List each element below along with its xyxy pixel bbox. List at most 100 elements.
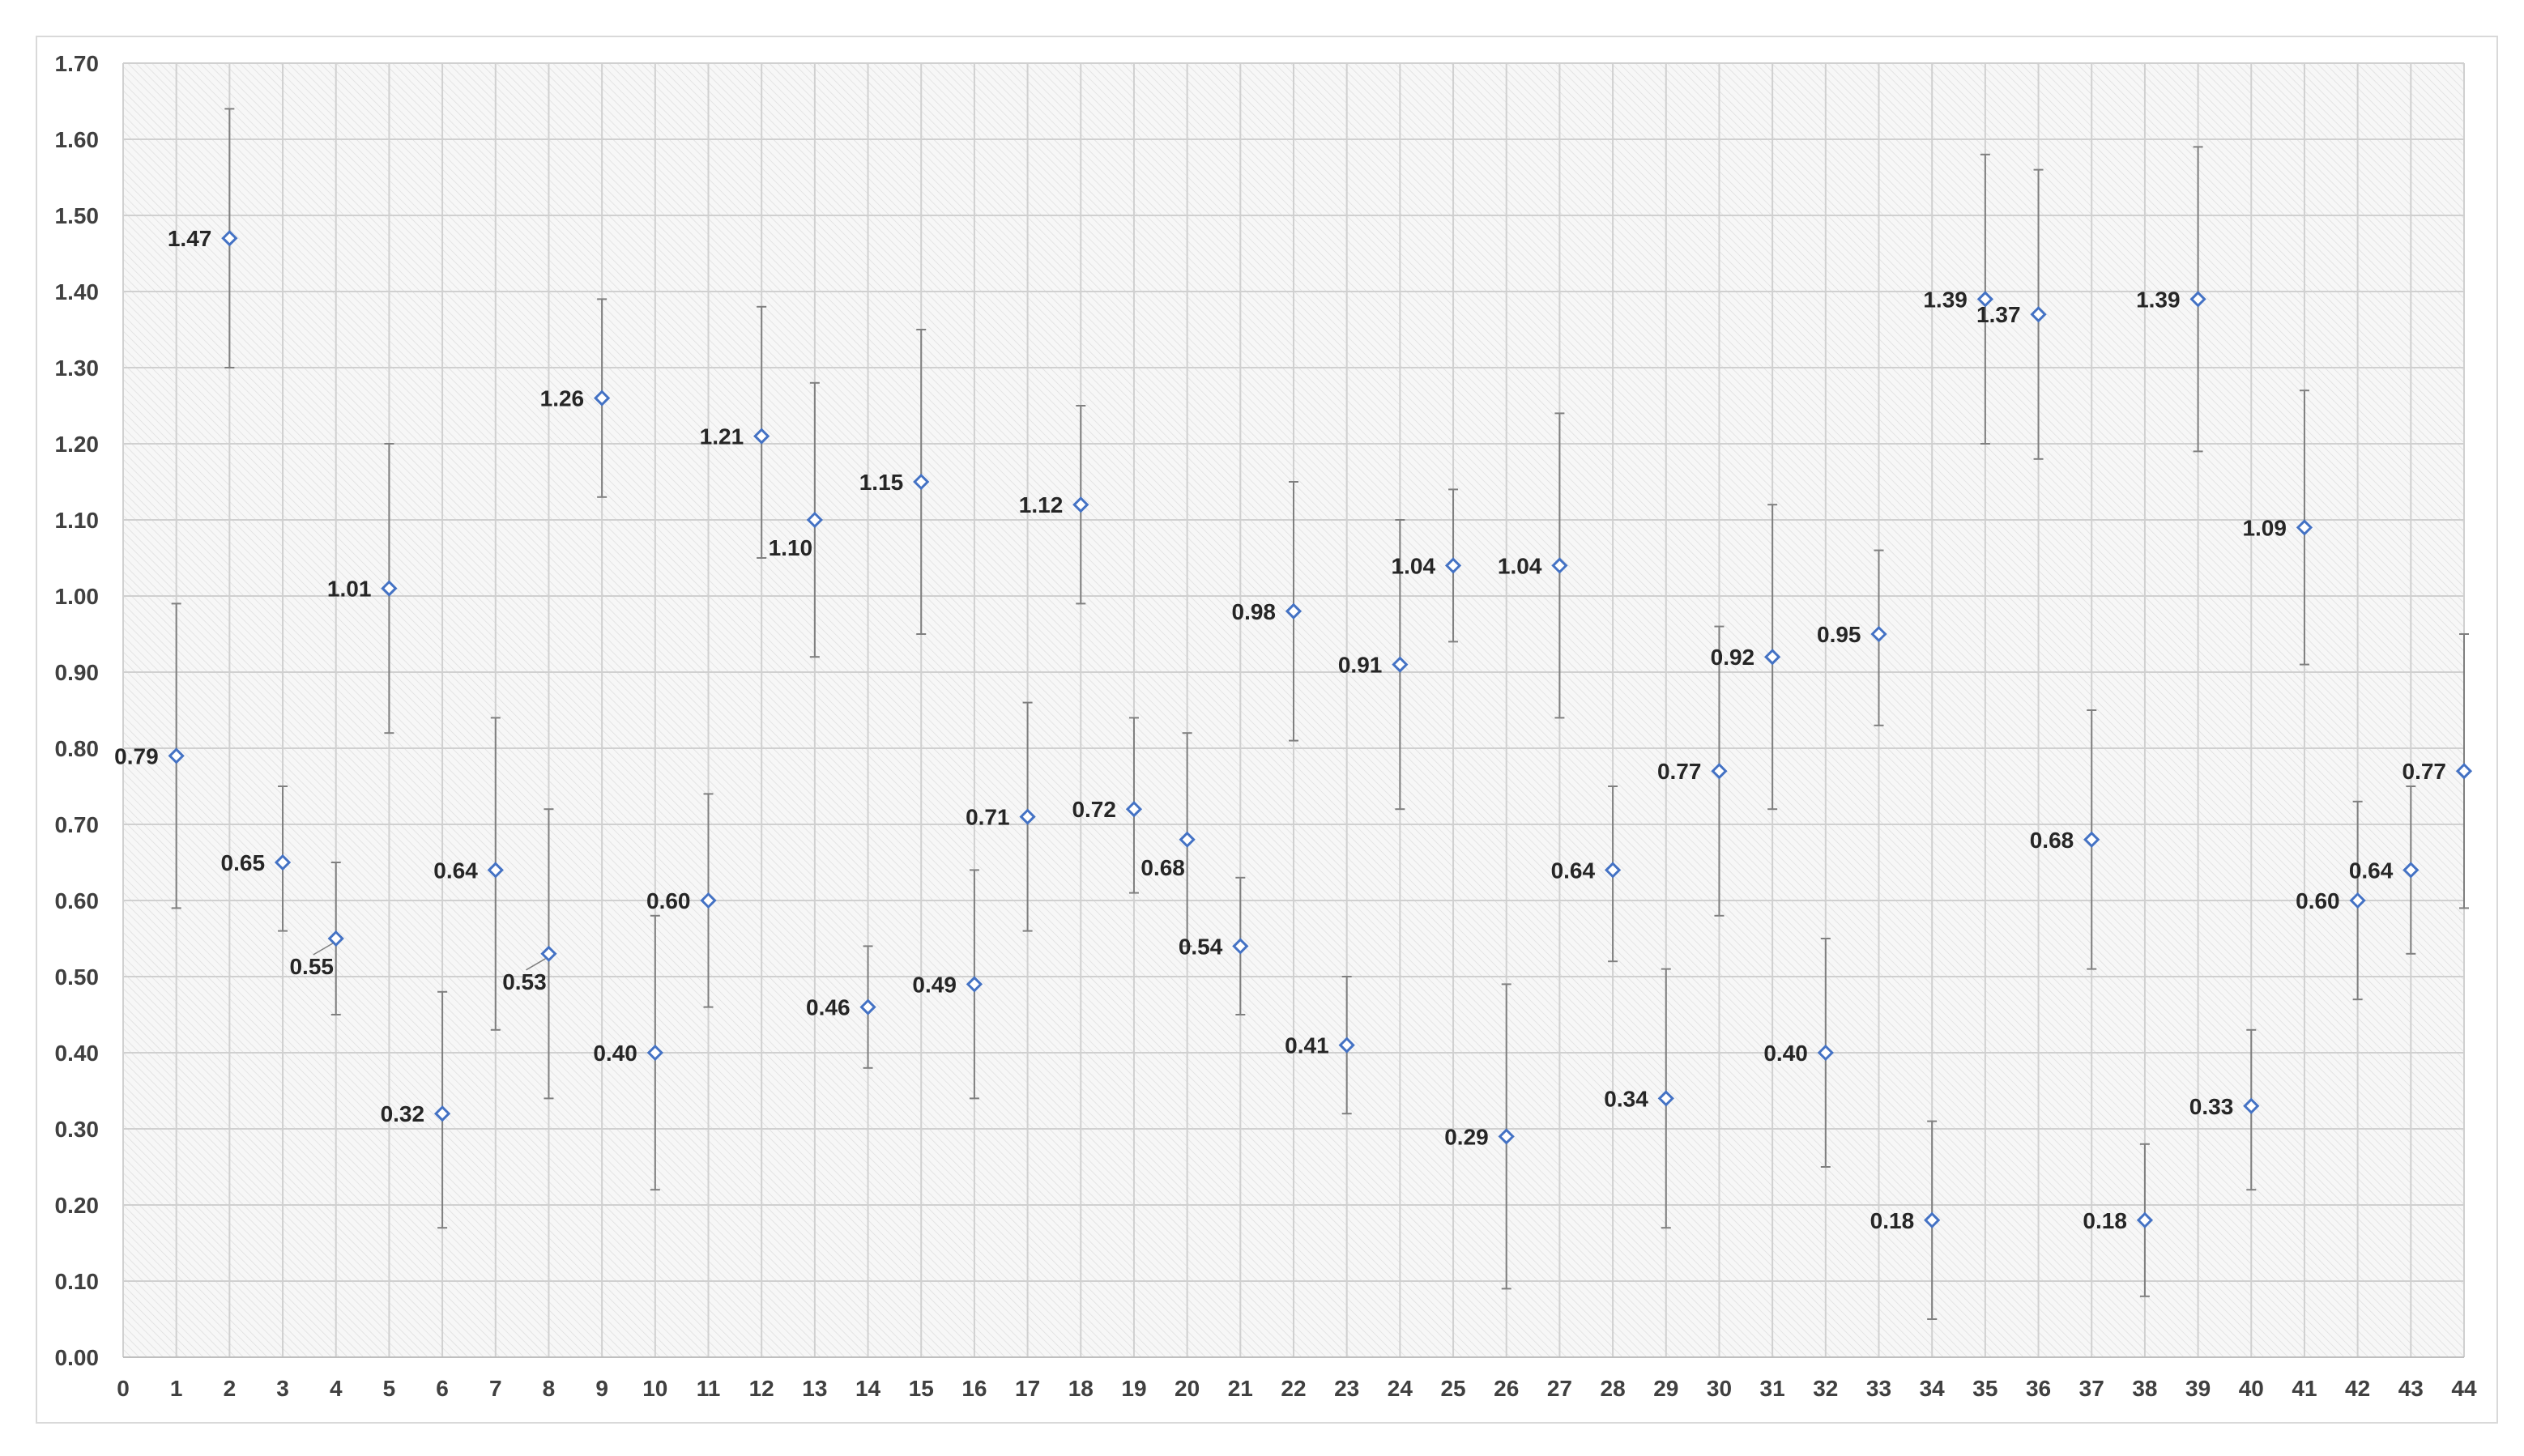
- data-label: 0.18: [2083, 1208, 2127, 1233]
- data-point: [2083, 831, 2100, 848]
- label-leader-line: [313, 943, 334, 956]
- data-label: 0.29: [1444, 1124, 1489, 1149]
- x-tick-label: 35: [1972, 1376, 1997, 1401]
- data-label: 0.95: [1817, 622, 1861, 647]
- x-tick-label: 21: [1228, 1376, 1253, 1401]
- data-label: 0.92: [1711, 645, 1755, 670]
- y-tick-label: 0.30: [55, 1117, 100, 1142]
- y-tick-label: 0.00: [55, 1345, 100, 1370]
- data-label: 0.49: [912, 972, 957, 997]
- x-tick-label: 34: [1920, 1376, 1946, 1401]
- data-point: [2189, 291, 2206, 308]
- x-tick-label: 22: [1281, 1376, 1306, 1401]
- data-point: [859, 998, 876, 1015]
- x-tick-label: 7: [489, 1376, 502, 1401]
- x-tick-label: 3: [276, 1376, 289, 1401]
- x-tick-label: 4: [330, 1376, 343, 1401]
- x-tick-label: 17: [1015, 1376, 1040, 1401]
- x-tick-label: 6: [436, 1376, 449, 1401]
- x-tick-label: 15: [909, 1376, 934, 1401]
- y-tick-label: 0.20: [55, 1193, 100, 1218]
- data-point: [966, 976, 983, 993]
- label-leader-line: [526, 958, 546, 971]
- data-label: 0.79: [114, 743, 159, 768]
- x-tick-label: 28: [1601, 1376, 1626, 1401]
- data-point: [2349, 892, 2366, 909]
- data-point: [1019, 808, 1036, 825]
- data-label: 0.65: [221, 850, 266, 875]
- data-point: [1179, 831, 1196, 848]
- data-label: 1.10: [769, 535, 813, 560]
- data-point: [1870, 625, 1887, 643]
- data-point: [1338, 1037, 1355, 1054]
- data-point: [594, 390, 611, 407]
- data-label: 0.77: [1657, 759, 1702, 784]
- data-label: 0.60: [2296, 888, 2340, 913]
- data-point: [646, 1044, 663, 1062]
- data-label: 1.09: [2242, 515, 2287, 540]
- y-tick-label: 0.70: [55, 812, 100, 837]
- data-label: 0.32: [381, 1101, 425, 1126]
- data-label: 1.04: [1498, 553, 1542, 578]
- data-label: 0.34: [1604, 1086, 1648, 1111]
- x-tick-label: 38: [2132, 1376, 2157, 1401]
- data-label: 1.47: [168, 226, 212, 251]
- data-label: 1.39: [1923, 287, 1968, 312]
- data-label: 0.77: [2402, 759, 2447, 784]
- x-tick-label: 36: [2026, 1376, 2051, 1401]
- x-tick-label: 8: [543, 1376, 556, 1401]
- y-tick-label: 1.00: [55, 584, 100, 609]
- data-point: [2296, 519, 2313, 536]
- x-tick-label: 18: [1068, 1376, 1094, 1401]
- y-tick-label: 1.10: [55, 508, 100, 533]
- x-tick-label: 2: [224, 1376, 237, 1401]
- data-label: 0.40: [1763, 1041, 1808, 1066]
- x-tick-label: 37: [2079, 1376, 2104, 1401]
- data-point: [433, 1105, 451, 1122]
- data-label: 1.39: [2136, 287, 2181, 312]
- x-tick-label: 39: [2185, 1376, 2211, 1401]
- data-point: [274, 854, 292, 871]
- data-label: 1.37: [1976, 302, 2021, 327]
- data-label: 1.15: [859, 470, 904, 495]
- y-tick-label: 0.60: [55, 888, 100, 913]
- data-label: 0.41: [1285, 1033, 1329, 1058]
- y-tick-label: 0.80: [55, 736, 100, 761]
- x-tick-label: 24: [1388, 1376, 1413, 1401]
- data-label: 0.91: [1338, 653, 1383, 678]
- x-tick-label: 20: [1175, 1376, 1200, 1401]
- data-point: [2402, 862, 2420, 879]
- data-label: 0.54: [1179, 934, 1223, 959]
- data-point: [1444, 557, 1462, 574]
- y-tick-label: 0.40: [55, 1041, 100, 1066]
- x-tick-label: 29: [1653, 1376, 1678, 1401]
- data-point: [1924, 1211, 1941, 1228]
- data-point: [1657, 1090, 1674, 1107]
- x-tick-label: 0: [117, 1376, 130, 1401]
- x-tick-label: 25: [1440, 1376, 1465, 1401]
- data-point: [2243, 1097, 2260, 1114]
- data-point: [1285, 602, 1303, 619]
- data-label: 1.01: [327, 577, 372, 602]
- x-tick-label: 23: [1334, 1376, 1359, 1401]
- data-point: [806, 511, 823, 529]
- y-tick-label: 0.10: [55, 1269, 100, 1294]
- data-point: [1976, 291, 1993, 308]
- x-tick-label: 32: [1813, 1376, 1838, 1401]
- data-label: 0.64: [2349, 858, 2394, 883]
- data-labels: 0.79 1.47 0.65 0.55 1.01 0.32 0.64 0.53 1.26 0.40…: [114, 226, 2446, 1233]
- data-label: 0.33: [2189, 1094, 2234, 1119]
- data-point: [700, 892, 717, 909]
- x-tick-label: 42: [2345, 1376, 2370, 1401]
- data-point: [2030, 306, 2047, 323]
- x-tick-label: 5: [383, 1376, 396, 1401]
- data-label: 1.12: [1019, 492, 1064, 517]
- data-label: 0.60: [646, 888, 691, 913]
- data-label: 0.68: [1140, 855, 1185, 880]
- y-tick-label: 0.50: [55, 964, 100, 990]
- x-tick-label: 44: [2451, 1376, 2477, 1401]
- y-tick-label: 0.90: [55, 660, 100, 685]
- data-point: [1551, 557, 1568, 574]
- x-tick-label: 9: [595, 1376, 608, 1401]
